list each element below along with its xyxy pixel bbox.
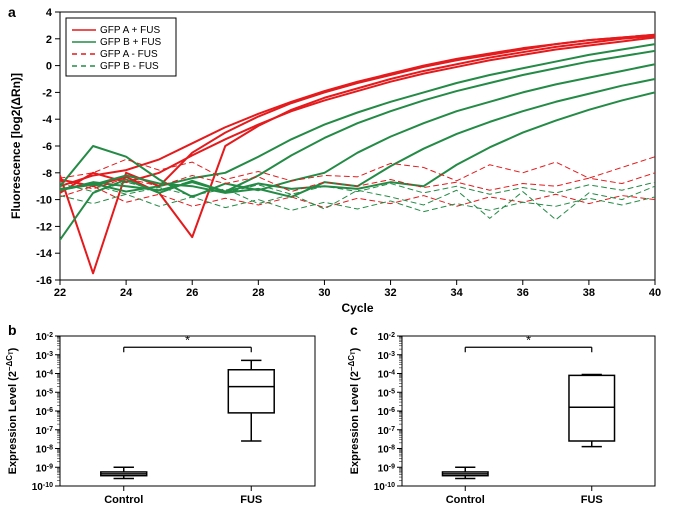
svg-text:10-6: 10-6 <box>378 407 395 419</box>
svg-text:FUS: FUS <box>240 494 262 506</box>
svg-text:10-5: 10-5 <box>378 388 395 400</box>
svg-text:10-8: 10-8 <box>36 444 53 456</box>
svg-text:-14: -14 <box>36 248 53 260</box>
svg-text:-8: -8 <box>42 168 52 180</box>
svg-text:10-3: 10-3 <box>36 350 53 362</box>
svg-text:10-3: 10-3 <box>378 350 395 362</box>
svg-text:40: 40 <box>649 287 661 299</box>
svg-text:10-8: 10-8 <box>378 444 395 456</box>
svg-text:-10: -10 <box>36 195 52 207</box>
svg-text:GFP A + FUS: GFP A + FUS <box>100 25 160 36</box>
panel-c-chart: 10-10 10-9 10-8 10-7 10-6 10-5 10-4 10-3 10-2 Con… <box>345 320 675 516</box>
svg-text:Control: Control <box>104 494 143 506</box>
svg-text:2: 2 <box>46 34 52 46</box>
svg-text:10-2: 10-2 <box>36 332 53 344</box>
svg-text:GFP B + FUS: GFP B + FUS <box>100 37 162 48</box>
svg-text:10-4: 10-4 <box>36 369 53 381</box>
svg-text:38: 38 <box>583 287 595 299</box>
svg-text:Control: Control <box>446 494 485 506</box>
svg-text:Cycle: Cycle <box>341 301 373 315</box>
svg-text:10-2: 10-2 <box>378 332 395 344</box>
svg-text:10-7: 10-7 <box>36 425 53 437</box>
svg-text:0: 0 <box>46 61 52 73</box>
svg-text:30: 30 <box>318 287 330 299</box>
svg-text:FUS: FUS <box>581 494 603 506</box>
svg-text:10-7: 10-7 <box>378 425 395 437</box>
panel-b-chart: 10-10 10-9 10-8 10-7 10-6 10-5 10-4 10-3 10-2 Con… <box>0 320 345 516</box>
svg-text:-16: -16 <box>36 275 52 287</box>
svg-text:-2: -2 <box>42 87 52 99</box>
svg-text:10-5: 10-5 <box>36 388 53 400</box>
svg-text:10-4: 10-4 <box>378 369 395 381</box>
svg-text:22: 22 <box>54 287 66 299</box>
svg-text:10-9: 10-9 <box>378 463 395 475</box>
svg-text:10-6: 10-6 <box>36 407 53 419</box>
svg-text:32: 32 <box>384 287 396 299</box>
svg-text:4: 4 <box>46 7 53 19</box>
svg-text:*: * <box>526 332 531 347</box>
svg-text:24: 24 <box>120 287 133 299</box>
panel-a-chart: 22242628303234363840-16-14-12-10-8-6-4-2… <box>0 0 675 320</box>
svg-text:-12: -12 <box>36 221 52 233</box>
svg-text:*: * <box>185 332 190 347</box>
svg-text:GFP A - FUS: GFP A - FUS <box>100 49 158 60</box>
svg-text:Fluorescence [log2(ΔRn)]: Fluorescence [log2(ΔRn)] <box>9 73 23 219</box>
svg-text:34: 34 <box>451 287 464 299</box>
svg-text:GFP B - FUS: GFP B - FUS <box>100 61 159 72</box>
svg-text:36: 36 <box>517 287 529 299</box>
svg-text:10-10: 10-10 <box>374 482 395 494</box>
svg-text:10-10: 10-10 <box>32 482 53 494</box>
svg-text:26: 26 <box>186 287 198 299</box>
svg-text:10-9: 10-9 <box>36 463 53 475</box>
svg-text:-4: -4 <box>42 114 53 126</box>
svg-text:Expression Level (2–ΔCT): Expression Level (2–ΔCT) <box>5 347 20 474</box>
svg-text:28: 28 <box>252 287 264 299</box>
figure-root: a 22242628303234363840-16-14-12-10-8-6-4… <box>0 0 675 516</box>
svg-text:Expression Level (2–ΔCT): Expression Level (2–ΔCT) <box>347 347 362 474</box>
svg-text:-6: -6 <box>42 141 52 153</box>
